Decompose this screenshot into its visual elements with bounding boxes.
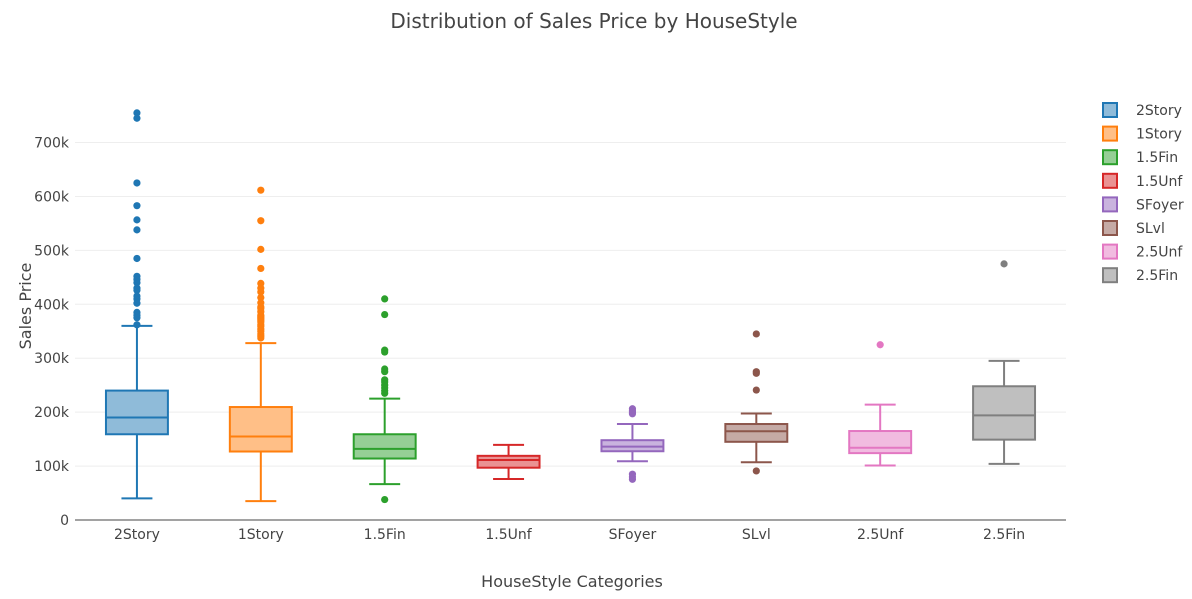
chart-title: Distribution of Sales Price by HouseStyl… (390, 9, 797, 33)
outlier-point (133, 286, 141, 294)
legend-label: 1.5Fin (1136, 150, 1178, 166)
box-iqr (476, 454, 541, 469)
box-iqr (848, 430, 913, 455)
legend-swatch (1102, 196, 1118, 213)
box-iqr (724, 423, 789, 443)
box-1.5Fin (352, 295, 417, 504)
box-1.5Unf (476, 443, 541, 481)
y-tick-label: 100k (34, 459, 70, 475)
outlier-point (381, 310, 389, 319)
y-tick-label: 200k (34, 405, 70, 421)
legend-swatch (1102, 172, 1118, 189)
outlier-point (257, 293, 265, 302)
legend-item-1.5Unf: 1.5Unf (1102, 172, 1183, 190)
outlier-point (133, 314, 141, 322)
outlier-point (133, 321, 141, 329)
outlier-point (133, 279, 141, 287)
legend-item-2.5Fin: 2.5Fin (1102, 267, 1178, 284)
gridlines (75, 142, 1066, 467)
outlier-point (381, 389, 389, 397)
legend-item-1.5Fin: 1.5Fin (1102, 149, 1178, 166)
outlier-point (381, 348, 389, 356)
legend-label: 1Story (1136, 127, 1182, 143)
x-tick-label: 1.5Unf (485, 527, 532, 543)
legend-swatch (1102, 267, 1118, 284)
y-tick-label: 500k (34, 243, 70, 259)
outlier-point (257, 264, 265, 273)
outlier-point (752, 369, 760, 377)
y-tick-label: 300k (34, 351, 70, 367)
outlier-point (752, 467, 760, 475)
outlier-point (257, 288, 265, 296)
x-tick-label: SLvl (742, 527, 771, 543)
outlier-point (133, 114, 141, 122)
legend: 2Story 1Story 1.5Fin 1.5Unf SFoyer SLvl 2.5Unf… (1102, 102, 1184, 284)
box-iqr (352, 433, 417, 460)
outlier-point (257, 217, 265, 225)
legend-swatch (1102, 149, 1118, 166)
x-axis-title: HouseStyle Categories (481, 572, 663, 591)
legend-item-2.5Unf: 2.5Unf (1102, 243, 1183, 261)
legend-label: SFoyer (1136, 197, 1184, 213)
outlier-point (381, 495, 389, 504)
outlier-point (257, 245, 265, 253)
y-axis-ticks: 0 100k 200k 300k 400k 500k 600k 700k (34, 136, 70, 529)
legend-item-SLvl: SLvl (1102, 220, 1165, 237)
legend-item-SFoyer: SFoyer (1102, 196, 1184, 213)
outlier-point (133, 299, 141, 307)
x-tick-label: 2Story (114, 527, 160, 543)
y-tick-label: 400k (34, 297, 70, 313)
y-axis-title: Sales Price (16, 263, 35, 350)
y-tick-label: 600k (34, 189, 70, 205)
y-tick-label: 0 (60, 513, 69, 529)
outlier-point (257, 334, 265, 342)
outlier-point (133, 254, 141, 263)
legend-swatch (1102, 220, 1118, 236)
outlier-point (133, 179, 141, 187)
legend-swatch (1102, 102, 1118, 118)
legend-item-1Story: 1Story (1102, 125, 1182, 143)
outlier-point (381, 368, 389, 376)
outlier-point (133, 109, 141, 117)
box-2.5Unf (848, 341, 913, 467)
legend-swatch (1102, 125, 1118, 142)
outlier-point (133, 202, 141, 210)
legend-item-2Story: 2Story (1102, 102, 1182, 119)
x-tick-label: 2.5Unf (857, 527, 904, 543)
outlier-point (1000, 260, 1008, 268)
box-1Story (228, 186, 293, 503)
legend-label: 1.5Unf (1136, 174, 1183, 190)
y-tick-label: 700k (34, 136, 70, 152)
outlier-point (628, 475, 637, 483)
outlier-point (133, 226, 141, 234)
legend-swatch (1102, 243, 1118, 260)
outlier-point (257, 186, 265, 194)
x-tick-label: SFoyer (609, 527, 657, 543)
legend-label: SLvl (1136, 221, 1165, 237)
legend-label: 2.5Fin (1136, 268, 1178, 284)
box-SFoyer (600, 405, 665, 483)
boxes (104, 109, 1037, 504)
box-iqr (972, 385, 1037, 441)
box-2.5Fin (972, 260, 1037, 465)
box-iqr (104, 389, 169, 436)
x-axis-ticks: 2Story 1Story 1.5Fin 1.5Unf SFoyer SLvl 2.5Unf… (114, 527, 1025, 543)
box-SLvl (724, 330, 789, 475)
outlier-point (752, 386, 760, 394)
box-2Story (104, 109, 169, 500)
outlier-point (133, 216, 141, 224)
x-tick-label: 1.5Fin (364, 527, 406, 543)
x-tick-label: 2.5Fin (983, 527, 1025, 543)
outlier-point (752, 330, 760, 338)
outlier-point (628, 410, 637, 418)
box-iqr (228, 406, 293, 453)
legend-label: 2Story (1136, 103, 1182, 119)
outlier-point (381, 295, 389, 303)
outlier-point (876, 341, 884, 349)
x-tick-label: 1Story (238, 527, 284, 543)
legend-label: 2.5Unf (1136, 245, 1183, 261)
